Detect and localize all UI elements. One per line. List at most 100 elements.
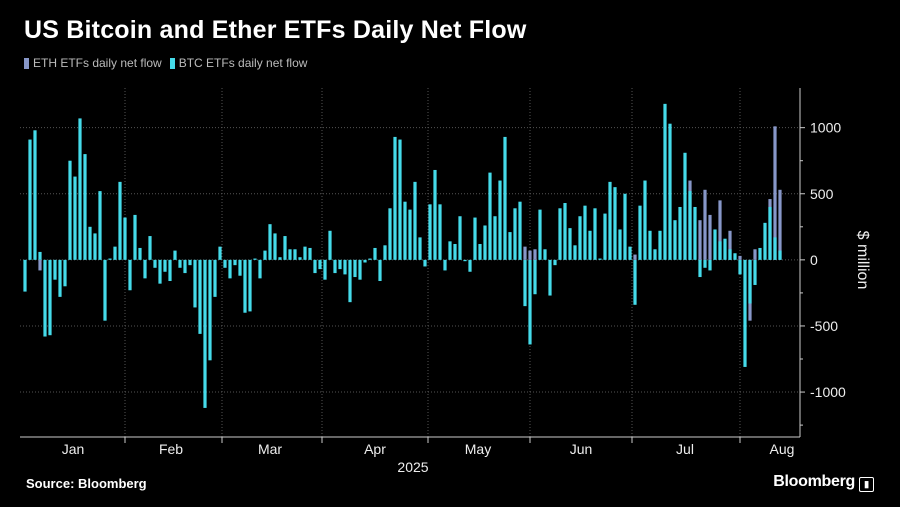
btc-bar xyxy=(73,176,77,260)
btc-bar xyxy=(723,238,727,260)
btc-bar xyxy=(683,152,687,260)
btc-bar xyxy=(263,250,267,260)
btc-bar xyxy=(753,259,757,285)
btc-bar xyxy=(203,259,207,408)
btc-bar xyxy=(253,258,257,260)
btc-bar xyxy=(408,209,412,260)
btc-bar xyxy=(643,180,647,260)
btc-bar xyxy=(128,259,132,291)
btc-bar xyxy=(483,225,487,260)
btc-bar xyxy=(363,259,367,263)
btc-bar xyxy=(523,259,527,307)
btc-bar xyxy=(208,259,212,361)
btc-bar xyxy=(228,259,232,279)
btc-bar xyxy=(703,259,707,268)
x-tick-label-feb: Feb xyxy=(159,441,183,457)
bloomberg-logo: Bloomberg ▮ xyxy=(773,473,874,492)
x-axis-year-label: 2025 xyxy=(397,459,428,475)
btc-bar xyxy=(568,228,572,260)
btc-bar xyxy=(163,259,167,272)
btc-bar xyxy=(248,259,252,312)
btc-bar xyxy=(588,230,592,260)
eth-bar xyxy=(778,189,782,260)
btc-bar xyxy=(398,139,402,260)
eth-bar xyxy=(523,246,527,260)
btc-bar xyxy=(593,208,597,260)
btc-bar xyxy=(668,123,672,260)
legend: ETH ETFs daily net flow BTC ETFs daily n… xyxy=(24,56,307,70)
eth-bar xyxy=(728,230,732,260)
btc-bar xyxy=(158,259,162,284)
btc-bar xyxy=(288,249,292,260)
btc-bar xyxy=(148,236,152,260)
btc-bar xyxy=(348,259,352,303)
btc-bar xyxy=(273,233,277,260)
btc-bar xyxy=(43,259,47,337)
btc-bar xyxy=(358,259,362,280)
eth-bar xyxy=(738,255,742,260)
x-tick-label-apr: Apr xyxy=(364,441,386,457)
btc-bar xyxy=(688,191,692,260)
btc-bar xyxy=(188,259,192,266)
y-tick-label: 0 xyxy=(810,252,818,268)
btc-bar xyxy=(453,243,457,260)
btc-bar xyxy=(143,259,147,279)
btc-bar xyxy=(573,245,577,260)
btc-bar xyxy=(438,204,442,260)
btc-bar xyxy=(728,249,732,260)
btc-bar xyxy=(58,259,62,297)
btc-bar xyxy=(338,259,342,270)
eth-bar xyxy=(753,249,757,260)
y-tick-label: -500 xyxy=(810,318,838,334)
eth-bar xyxy=(773,126,777,260)
btc-bar xyxy=(53,259,57,280)
eth-bar xyxy=(633,254,637,260)
btc-bar xyxy=(243,259,247,313)
legend-item-btc: BTC ETFs daily net flow xyxy=(169,56,307,70)
btc-bar xyxy=(608,181,612,260)
bloomberg-logo-icon: ▮ xyxy=(859,477,874,492)
btc-bar xyxy=(318,259,322,270)
btc-bar xyxy=(218,246,222,260)
btc-bar xyxy=(93,233,97,260)
btc-bar xyxy=(658,230,662,260)
btc-bar xyxy=(268,224,272,260)
btc-bar xyxy=(368,258,372,260)
eth-bar xyxy=(38,259,42,271)
btc-bar xyxy=(333,259,337,274)
btc-bar xyxy=(578,216,582,260)
btc-bar xyxy=(708,259,712,271)
btc-bar xyxy=(423,259,427,267)
btc-bar xyxy=(433,169,437,260)
btc-bar xyxy=(308,247,312,260)
btc-bar xyxy=(28,139,32,260)
btc-bar xyxy=(448,241,452,260)
chart-title: US Bitcoin and Ether ETFs Daily Net Flow xyxy=(24,16,527,44)
btc-bar xyxy=(498,180,502,260)
x-tick-label-mar: Mar xyxy=(258,441,282,457)
btc-bar xyxy=(68,160,72,260)
btc-bar xyxy=(738,259,742,275)
btc-bar xyxy=(718,241,722,260)
btc-bar xyxy=(493,216,497,260)
btc-bar xyxy=(193,259,197,308)
source-note: Source: Bloomberg xyxy=(26,476,147,491)
btc-bar xyxy=(118,181,122,260)
btc-bar xyxy=(303,246,307,260)
btc-bar xyxy=(558,208,562,260)
legend-swatch-eth xyxy=(24,57,29,69)
btc-bar xyxy=(123,217,127,260)
btc-bar xyxy=(748,259,752,304)
btc-bar xyxy=(33,130,37,260)
btc-bar xyxy=(648,230,652,260)
btc-bar xyxy=(518,201,522,260)
btc-bar xyxy=(198,259,202,334)
btc-bar xyxy=(153,259,157,268)
legend-swatch-btc xyxy=(169,57,175,69)
btc-bar xyxy=(553,259,557,266)
btc-bar xyxy=(63,259,67,287)
btc-bar xyxy=(503,136,507,260)
btc-bar xyxy=(543,249,547,260)
btc-bar xyxy=(313,259,317,274)
